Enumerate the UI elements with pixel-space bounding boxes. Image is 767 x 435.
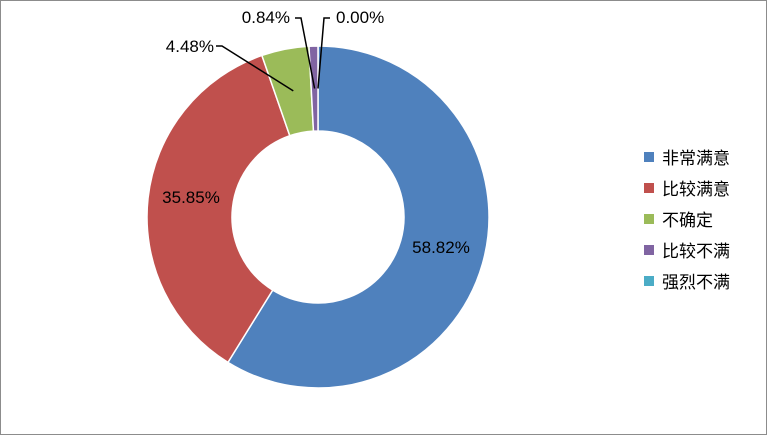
leader-line	[317, 17, 330, 89]
legend-item: 比较满意	[644, 172, 730, 203]
legend-swatch	[644, 275, 654, 286]
legend-label: 比较不满	[662, 242, 730, 262]
leader-line	[216, 45, 294, 92]
legend-label: 非常满意	[662, 149, 730, 169]
legend-label: 不确定	[662, 211, 713, 231]
data-label: 0.00%	[336, 8, 384, 27]
data-label: 58.82%	[412, 238, 470, 257]
legend-swatch	[644, 151, 654, 162]
donut-slice	[146, 54, 291, 364]
leader-line	[295, 17, 316, 89]
legend-swatch	[644, 213, 654, 224]
legend: 非常满意 比较满意 不确定 比较不满 强烈不满	[644, 141, 730, 296]
legend-label: 比较满意	[662, 180, 730, 200]
legend-item: 强烈不满	[644, 265, 730, 296]
legend-swatch	[644, 244, 654, 255]
data-label: 35.85%	[162, 188, 220, 207]
legend-item: 非常满意	[644, 141, 730, 172]
legend-swatch	[644, 182, 654, 193]
donut-slice	[226, 45, 490, 389]
data-label: 0.84%	[242, 8, 290, 27]
legend-label: 强烈不满	[662, 273, 730, 293]
legend-item: 不确定	[644, 203, 730, 234]
data-label: 4.48%	[166, 37, 214, 56]
legend-item: 比较不满	[644, 234, 730, 265]
